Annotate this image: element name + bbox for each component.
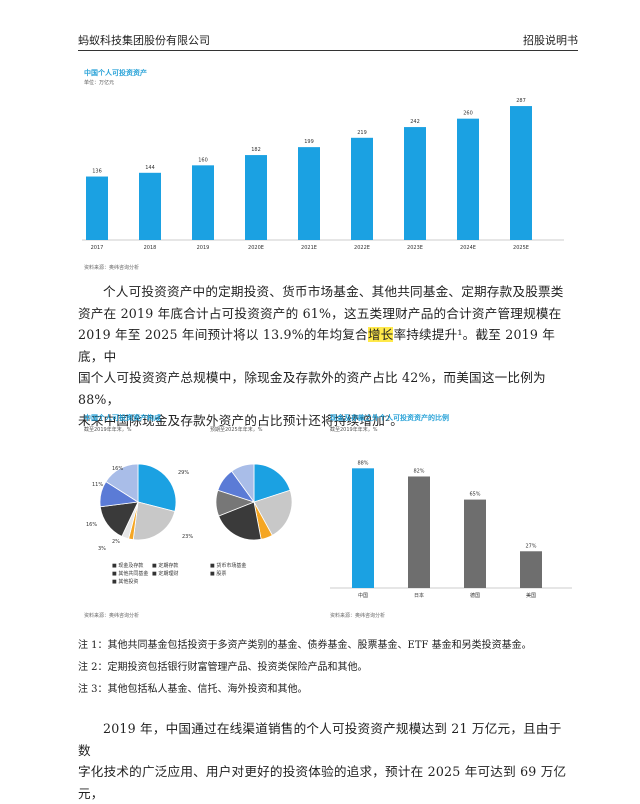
chart1-value-label: 199 bbox=[304, 139, 314, 145]
pie1-percent-label: 29% bbox=[178, 470, 189, 476]
chart1-bar bbox=[192, 165, 214, 240]
pie1-percent-label: 16% bbox=[112, 466, 123, 472]
chart2-subtitle: 截至2019年年末，% bbox=[84, 427, 132, 433]
chart3-subtitle: 预期至2025年年末，% bbox=[210, 427, 263, 433]
pie-legend-4: ■ 定期理财 bbox=[152, 571, 179, 577]
para1-line3a: 2019 年至 2025 年间预计将以 13.9%的年均复合 bbox=[78, 327, 368, 342]
chart1-category-label: 2025E bbox=[513, 245, 529, 251]
chart4-category-label: 中国 bbox=[358, 592, 368, 599]
para1-line1: 个人可投资资产中的定期投资、货币市场基金、其他共同基金、定期存款及股票类 bbox=[103, 284, 564, 299]
pie-legend-2: ■ 定期存款 bbox=[152, 563, 179, 569]
chart1-bar bbox=[351, 137, 373, 240]
paragraph-2: 2019 年，中国通过在线渠道销售的个人可投资资产规模达到 21 万亿元，且由于… bbox=[78, 718, 570, 804]
chart2-source: 资料来源：奥纬咨询分析 bbox=[84, 613, 140, 619]
chart1-subtitle: 单位：万亿元 bbox=[84, 80, 115, 86]
page-header: 蚂蚁科技集团股份有限公司 招股说明书 bbox=[78, 30, 578, 51]
doc-type: 招股说明书 bbox=[523, 34, 578, 47]
chart1-value-label: 287 bbox=[516, 98, 526, 104]
chart4-bar bbox=[520, 551, 542, 588]
pie2-slice bbox=[218, 501, 262, 541]
chart1-value-label: 136 bbox=[92, 169, 102, 175]
chart1-category-label: 2023E bbox=[407, 245, 423, 251]
chart1-category-label: 2024E bbox=[460, 245, 476, 251]
pie1-percent-label: 11% bbox=[92, 482, 103, 488]
legend-other: 其他投资 bbox=[118, 579, 139, 585]
chart4-category-label: 德国 bbox=[470, 592, 480, 599]
chart1-bar bbox=[510, 106, 532, 240]
paragraph-1: 个人可投资资产中的定期投资、货币市场基金、其他共同基金、定期存款及股票类 资产在… bbox=[78, 281, 570, 432]
legend-term-deposit: 定期存款 bbox=[158, 563, 179, 569]
para2-line1: 2019 年，中国通过在线渠道销售的个人可投资资产规模达到 21 万亿元，且由于… bbox=[78, 721, 562, 758]
chart4-bar bbox=[352, 468, 374, 588]
chart4-value-label: 88% bbox=[357, 460, 368, 466]
chart4-category-label: 日本 bbox=[414, 592, 424, 599]
chart4-bar bbox=[464, 499, 486, 588]
chart1-value-label: 219 bbox=[357, 130, 367, 136]
para1-line2: 资产在 2019 年底合计占可投资资产的 61%，这五类理财产品的合计资产管理规… bbox=[78, 305, 562, 321]
chart1-category-label: 2018 bbox=[144, 245, 157, 251]
chart1-value-label: 182 bbox=[251, 147, 261, 153]
chart1-bar bbox=[245, 155, 267, 240]
chart1-bar bbox=[404, 127, 426, 240]
para1-line3: 2019 年至 2025 年间预计将以 13.9%的年均复合增长率持续提升¹。截… bbox=[78, 324, 570, 367]
para1-line3b: 率持续提升¹。截至 2019 年底，中 bbox=[78, 327, 556, 364]
pie2-slice bbox=[253, 463, 291, 503]
pie1-percent-label: 23% bbox=[182, 534, 193, 540]
pie1-slice bbox=[132, 501, 176, 541]
chart1-bar bbox=[298, 147, 320, 240]
note-3: 注 3：其他包括私人基金、信托、海外投资和其他。 bbox=[78, 684, 308, 695]
chart1-bar bbox=[139, 172, 161, 240]
pie1-percent-label: 3% bbox=[98, 546, 106, 552]
pie-charts-svg: 16% 11% 16% 3% 2% 23% 29% bbox=[86, 463, 293, 552]
legend-term-wealth: 定期理财 bbox=[158, 571, 179, 577]
chart1-svg: 136 2017 144 2018 160 2019 182 2020E 199 2021E 219… bbox=[82, 98, 564, 251]
pie-legend-5: ■ 其他投资 bbox=[112, 579, 139, 585]
chart1-value-label: 242 bbox=[410, 119, 420, 125]
pie-legend-3: ■ 其他共同基金 bbox=[112, 571, 149, 577]
company-name: 蚂蚁科技集团股份有限公司 bbox=[78, 34, 210, 47]
para2-line2: 字化技术的广泛应用、用户对更好的投资体验的追求，预计在 2025 年可达到 69… bbox=[78, 764, 567, 801]
pie2-slice bbox=[253, 489, 293, 536]
chart4-title: 现金及存款之外个人可投资资产的比例 bbox=[330, 414, 449, 422]
chart1-bar bbox=[457, 118, 479, 240]
chart1-title: 中国个人可投资资产 bbox=[84, 69, 147, 77]
chart4-source: 资料来源：奥纬咨询分析 bbox=[330, 613, 386, 619]
chart4-bar bbox=[408, 476, 430, 588]
para1-line4: 国个人可投资资产总规模中，除现金及存款外的资产占比 42%，而美国这一比例为 8… bbox=[78, 370, 546, 407]
chart1-source: 资料来源：奥纬咨询分析 bbox=[84, 265, 140, 271]
chart4-subtitle: 截至2019年年末，% bbox=[330, 427, 378, 433]
pie-legend-7: ■ 股票 bbox=[210, 571, 227, 577]
chart1-category-label: 2021E bbox=[301, 245, 317, 251]
pie1-slice bbox=[137, 463, 177, 512]
pie-legend-1: ■ 现金及存款 bbox=[112, 563, 144, 569]
para1-line5: 未来中国除现金及存款外资产的占比预计还将持续增加²。 bbox=[78, 413, 404, 428]
chart1-value-label: 160 bbox=[198, 157, 208, 163]
chart4-value-label: 65% bbox=[469, 492, 480, 498]
chart1-category-label: 2022E bbox=[354, 245, 370, 251]
chart1-value-label: 260 bbox=[463, 111, 473, 117]
chart4-svg: 88% 中国 82% 日本 65% 德国 27% 美国 bbox=[330, 460, 572, 599]
pie1-slice bbox=[105, 463, 139, 503]
chart1-category-label: 2019 bbox=[197, 245, 210, 251]
chart2-title: 中国个人可投资资产构成 bbox=[84, 414, 161, 422]
pie2-slice bbox=[231, 463, 255, 504]
chart4-category-label: 美国 bbox=[526, 592, 536, 599]
chart4-value-label: 27% bbox=[525, 543, 536, 549]
legend-other-funds: 其他共同基金 bbox=[118, 571, 149, 577]
legend-mmf: 货币市场基金 bbox=[216, 563, 247, 569]
highlight-growth: 增长 bbox=[367, 327, 394, 342]
chart1-bar bbox=[86, 176, 108, 240]
pie1-percent-label: 2% bbox=[112, 539, 120, 545]
chart4-value-label: 82% bbox=[413, 468, 424, 474]
chart1-category-label: 2020E bbox=[248, 245, 264, 251]
chart1-value-label: 144 bbox=[145, 165, 155, 171]
legend-cash: 现金及存款 bbox=[118, 563, 144, 569]
pie1-percent-label: 16% bbox=[86, 522, 97, 528]
note-2: 注 2：定期投资包括银行财富管理产品、投资类保险产品和其他。 bbox=[78, 662, 368, 673]
legend-stock: 股票 bbox=[216, 571, 227, 577]
chart1-category-label: 2017 bbox=[91, 245, 104, 251]
note-1: 注 1：其他共同基金包括投资于多资产类别的基金、债券基金、股票基金、ETF 基金… bbox=[78, 640, 532, 651]
pie-legend-6: ■ 货币市场基金 bbox=[210, 563, 247, 569]
